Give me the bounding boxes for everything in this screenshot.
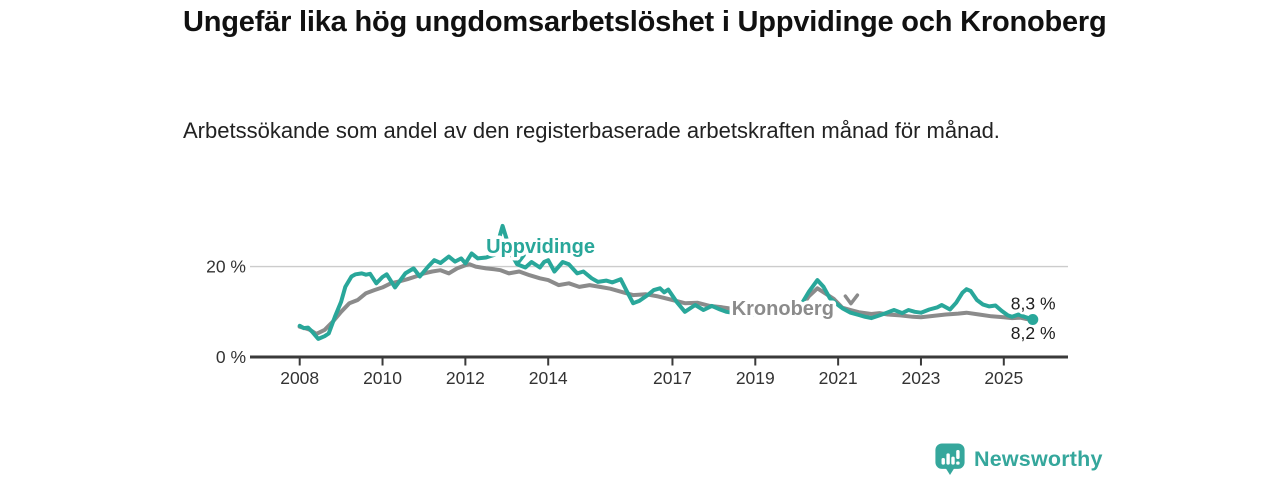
chart-subtitle: Arbetssökande som andel av den registerb… — [183, 118, 1000, 143]
newsworthy-logo: Newsworthy — [934, 442, 1103, 476]
y-tick-label: 20 % — [206, 257, 246, 277]
series-line-uppvidinge — [297, 223, 1035, 341]
x-tick-label: 2019 — [736, 368, 775, 388]
series-line-kronoberg — [297, 262, 1035, 336]
annotation-arrow-icon — [843, 293, 860, 306]
x-tick-label: 2017 — [653, 368, 692, 388]
annotation-arrow-icon — [510, 253, 526, 266]
series-label-kronoberg: Kronoberg — [732, 298, 834, 320]
newsworthy-speech-bubble-bar-chart-icon — [935, 443, 965, 475]
end-value-label-uppvidinge: 8,3 % — [1011, 293, 1056, 313]
x-tick-label: 2021 — [819, 368, 858, 388]
series-label-uppvidinge: Uppvidinge — [486, 236, 595, 258]
x-tick-label: 2023 — [901, 368, 940, 388]
y-tick-label: 0 % — [216, 347, 246, 367]
x-tick-label: 2008 — [280, 368, 319, 388]
series-end-dot — [1027, 313, 1039, 325]
x-tick-label: 2010 — [363, 368, 402, 388]
x-tick-label: 2012 — [446, 368, 485, 388]
x-tick-label: 2014 — [529, 368, 568, 388]
end-value-label-kronoberg: 8,2 % — [1011, 323, 1056, 343]
x-tick-label: 2025 — [984, 368, 1023, 388]
chart-title: Ungefär lika hög ungdomsarbetslöshet i U… — [183, 6, 1107, 38]
brand-name: Newsworthy — [974, 446, 1103, 471]
